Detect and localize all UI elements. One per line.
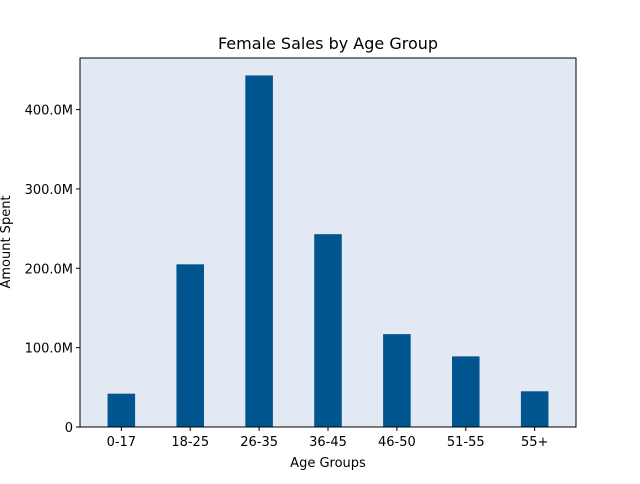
bar-0-17 (107, 393, 136, 427)
x-tick-label: 26-35 (240, 435, 278, 450)
bar-36-45 (314, 234, 342, 427)
y-tick-label: 300.0M (25, 183, 73, 198)
y-axis-label: Amount Spent (0, 195, 14, 288)
y-tick-label: 200.0M (25, 262, 73, 277)
x-tick-label: 0-17 (107, 435, 137, 450)
x-axis-label: Age Groups (290, 456, 366, 471)
bar-46-50 (383, 334, 411, 427)
x-tick-label: 46-50 (378, 435, 416, 450)
x-tick-label: 55+ (521, 435, 548, 450)
y-tick-label: 100.0M (25, 342, 73, 357)
bar-18-25 (176, 264, 204, 427)
bar-26-35 (245, 75, 273, 427)
bar-51-55 (452, 356, 480, 427)
x-tick-label: 51-55 (447, 435, 485, 450)
bar-55+ (520, 391, 549, 427)
x-tick-label: 18-25 (171, 435, 209, 450)
plot-frame (79, 57, 577, 428)
chart-title: Female Sales by Age Group (218, 34, 438, 53)
x-tick-label: 36-45 (309, 435, 347, 450)
y-tick-label: 400.0M (25, 104, 73, 119)
y-tick-label: 0 (65, 421, 73, 436)
